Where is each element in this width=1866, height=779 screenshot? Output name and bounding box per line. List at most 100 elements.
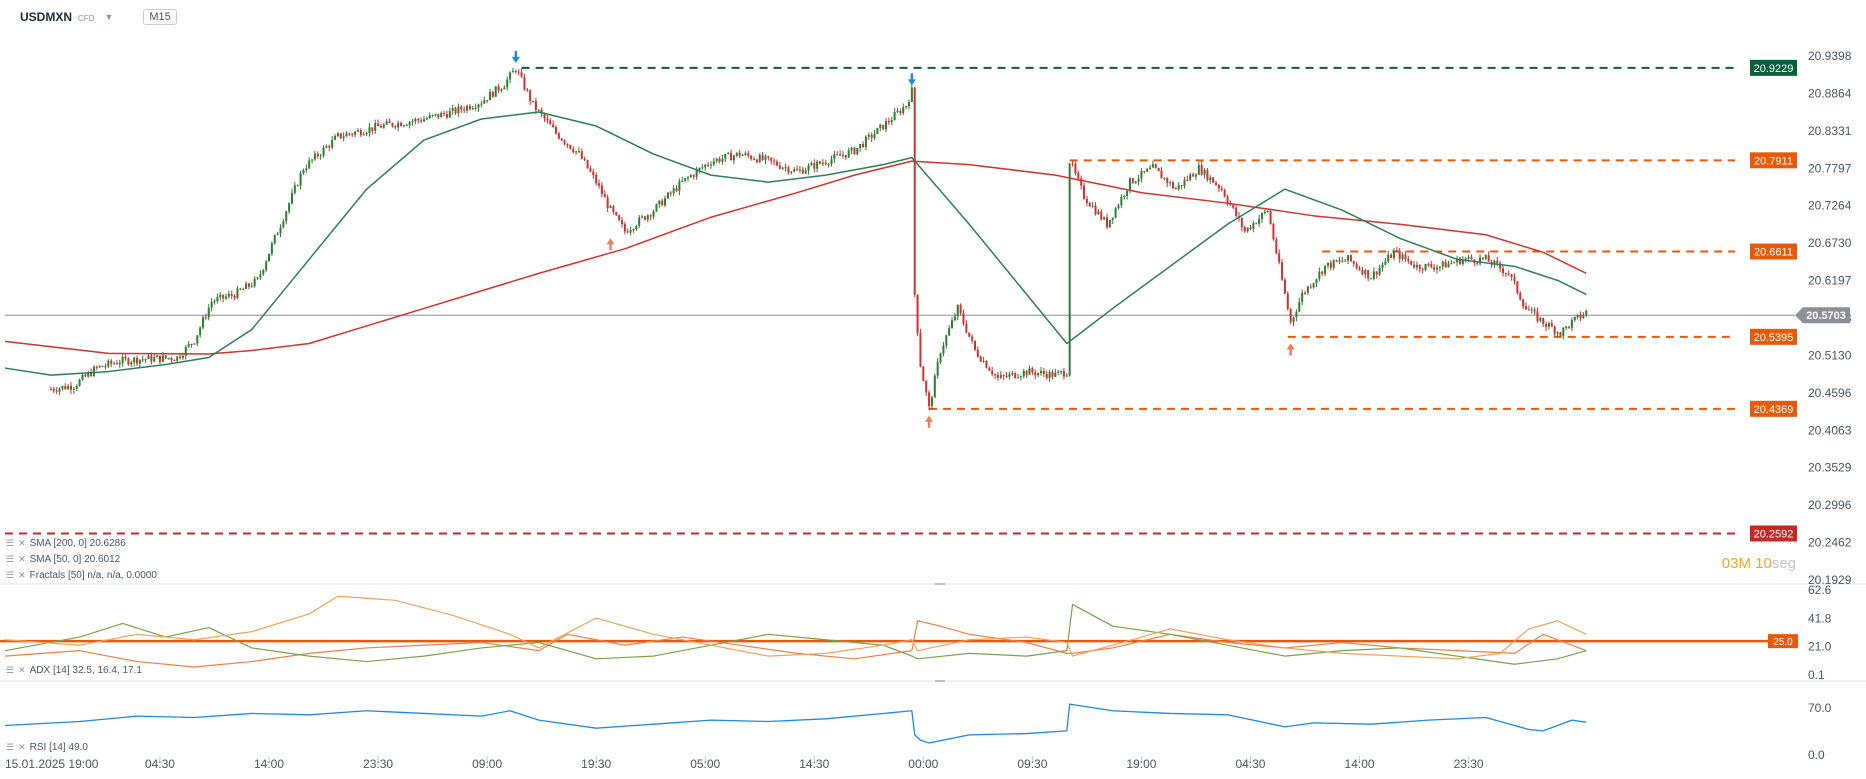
bear-candle [420, 120, 423, 122]
time-axis-tick-label: 09:30 [1017, 757, 1047, 771]
bull-candle [1347, 255, 1350, 261]
bull-candle [793, 169, 796, 172]
bull-candle [253, 278, 256, 287]
symbol-name[interactable]: USDMXN [20, 10, 73, 24]
bear-candle [1507, 273, 1510, 275]
bear-candle [1286, 293, 1289, 309]
bull-candle [798, 169, 801, 171]
last-price-tag [1795, 307, 1850, 324]
bull-candle [279, 227, 282, 234]
bull-candle [365, 132, 368, 135]
bull-candle [268, 253, 271, 262]
timeframe-selector[interactable]: M15 [143, 9, 177, 25]
bull-candle [1169, 182, 1172, 184]
legend-sma50-text: SMA [50, 0] 20.6012 [29, 554, 121, 565]
bear-candle [592, 171, 595, 176]
bear-candle [1476, 262, 1479, 264]
bear-candle [1192, 174, 1195, 177]
bull-candle [902, 107, 905, 114]
bear-candle [1071, 163, 1074, 165]
bull-candle [646, 215, 649, 220]
level-price-tag [1750, 525, 1797, 542]
bull-candle [816, 161, 819, 169]
adx-threshold-label: 25.0 [1773, 637, 1793, 648]
indicator-close-icon[interactable]: ✕ [18, 570, 26, 580]
bull-candle [113, 363, 116, 365]
level-price-label: 20.9229 [1754, 63, 1794, 75]
bull-candle [288, 203, 291, 212]
bear-candle [1496, 260, 1499, 264]
adx-panel: 25.0 [0, 595, 1798, 668]
bear-candle [870, 134, 873, 138]
bear-candle [1249, 227, 1252, 229]
rsi-axis-tick-label: 70.0 [1808, 701, 1832, 715]
bear-candle [1212, 177, 1215, 183]
indicator-settings-icon[interactable]: ☰ [6, 570, 15, 580]
bull-candle [1301, 292, 1304, 302]
timer-seconds-unit: seg [1771, 555, 1796, 572]
dropdown-caret-icon[interactable]: ▼ [104, 12, 114, 22]
bull-candle [104, 366, 107, 368]
bear-candle [1427, 263, 1430, 265]
time-axis-tick-label: 14:00 [254, 757, 284, 771]
level-price-label: 20.2592 [1754, 528, 1794, 540]
bull-candle [933, 375, 936, 398]
bear-candle [173, 360, 176, 362]
bear-candle [819, 161, 822, 164]
bull-candle [199, 327, 202, 336]
indicator-close-icon[interactable]: ✕ [18, 742, 26, 752]
bull-candle [270, 243, 273, 254]
axes: 20.9398 20.8864 20.8331 20.7797 20.7264 20.67… [5, 49, 1852, 771]
legend-adx[interactable]: ☰ ✕ ADX [14] 32.5, 16.4, 17.1 [6, 665, 142, 676]
bear-candle [563, 140, 566, 144]
bull-candle [207, 307, 210, 318]
bear-candle [523, 76, 526, 90]
bear-candle [566, 143, 569, 145]
legend-sma50[interactable]: ☰ ✕ SMA [50, 0] 20.6012 [6, 554, 120, 565]
bear-candle [1200, 165, 1203, 175]
bear-candle [1180, 185, 1183, 187]
bull-candle [506, 79, 509, 88]
fractal-up-arrow-icon [606, 238, 615, 251]
bear-candle [348, 133, 351, 135]
bear-candle [1358, 267, 1361, 270]
bear-candle [379, 126, 382, 128]
bull-candle [305, 168, 308, 170]
indicator-settings-icon[interactable]: ☰ [6, 665, 15, 675]
legend-rsi[interactable]: ☰ ✕ RSI [14] 49.0 [6, 742, 88, 753]
bear-candle [371, 127, 374, 131]
legend-sma200-text: SMA [200, 0] 20.6286 [29, 538, 126, 549]
bear-candle [623, 224, 626, 232]
indicator-settings-icon[interactable]: ☰ [6, 742, 15, 752]
bear-candle [1504, 273, 1507, 275]
bear-candle [991, 370, 994, 375]
bull-candle [652, 211, 655, 217]
bear-candle [1157, 167, 1160, 172]
bear-candle [158, 355, 161, 362]
indicator-settings-icon[interactable]: ☰ [6, 538, 15, 548]
sma50-line [4, 111, 1587, 376]
indicator-close-icon[interactable]: ✕ [18, 665, 26, 675]
bear-candle [606, 197, 609, 208]
bull-candle [107, 360, 110, 367]
indicator-close-icon[interactable]: ✕ [18, 554, 26, 564]
bear-candle [979, 356, 982, 362]
indicator-settings-icon[interactable]: ☰ [6, 554, 15, 564]
legend-sma200[interactable]: ☰ ✕ SMA [200, 0] 20.6286 [6, 538, 126, 549]
bull-candle [184, 346, 187, 356]
level-price-label: 20.7911 [1754, 155, 1793, 167]
di-minus-line [4, 595, 1587, 660]
bear-candle [1413, 264, 1416, 268]
bull-candle [285, 211, 288, 222]
indicator-close-icon[interactable]: ✕ [18, 538, 26, 548]
bear-candle [968, 332, 971, 337]
bull-candle [242, 288, 245, 290]
bear-candle [1002, 375, 1005, 377]
bear-candle [1430, 264, 1433, 268]
legend-fractals[interactable]: ☰ ✕ Fractals [50] n/a, n/a, 0.0000 [6, 570, 157, 581]
bull-candle [1048, 371, 1051, 379]
time-axis-tick-label: 04:30 [1235, 757, 1265, 771]
bear-candle [1470, 256, 1473, 260]
bear-candle [296, 185, 299, 187]
